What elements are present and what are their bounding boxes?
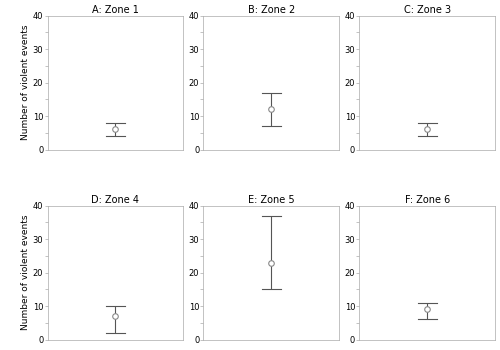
Title: F: Zone 6: F: Zone 6 (404, 195, 450, 205)
Title: B: Zone 2: B: Zone 2 (248, 5, 295, 15)
Title: D: Zone 4: D: Zone 4 (92, 195, 140, 205)
Y-axis label: Number of violent events: Number of violent events (21, 215, 30, 330)
Title: E: Zone 5: E: Zone 5 (248, 195, 294, 205)
Y-axis label: Number of violent events: Number of violent events (21, 25, 30, 140)
Title: A: Zone 1: A: Zone 1 (92, 5, 138, 15)
Title: C: Zone 3: C: Zone 3 (404, 5, 451, 15)
